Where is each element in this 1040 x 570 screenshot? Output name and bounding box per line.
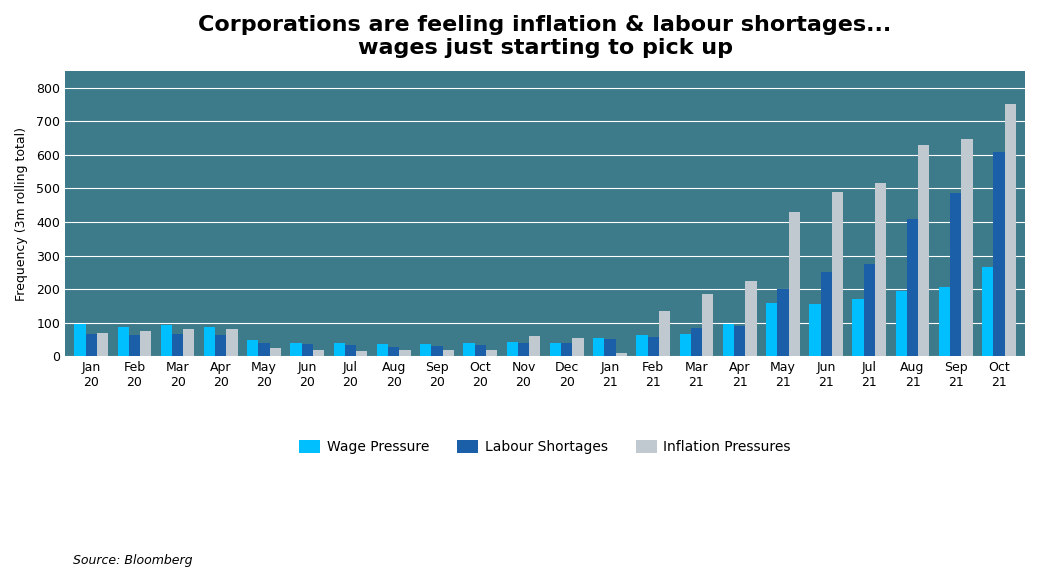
Bar (895, 291, 907, 356)
Bar (875, 184, 886, 356)
Bar (604, 339, 616, 356)
Bar (376, 344, 388, 356)
Bar (334, 344, 345, 356)
Bar (734, 326, 746, 356)
Bar (129, 335, 140, 356)
Bar (746, 280, 756, 356)
Bar (85, 335, 97, 356)
Bar (529, 336, 541, 356)
Bar (821, 272, 832, 356)
Bar (161, 325, 172, 356)
Bar (939, 287, 951, 356)
Bar (74, 324, 85, 356)
Bar (420, 344, 432, 356)
Bar (399, 350, 411, 356)
Bar (562, 344, 572, 356)
Bar (506, 342, 518, 356)
Bar (388, 347, 399, 356)
Bar (777, 289, 788, 356)
Bar (248, 340, 259, 356)
Bar (474, 345, 486, 356)
Bar (443, 350, 453, 356)
Bar (766, 303, 777, 356)
Bar (593, 338, 604, 356)
Bar (356, 351, 367, 356)
Bar (832, 192, 843, 356)
Bar (993, 152, 1005, 356)
Bar (918, 145, 930, 356)
Bar (118, 327, 129, 356)
Title: Corporations are feeling inflation & labour shortages...
wages just starting to : Corporations are feeling inflation & lab… (199, 15, 891, 58)
Bar (788, 212, 800, 356)
Bar (572, 338, 583, 356)
Bar (951, 193, 961, 356)
Bar (982, 267, 993, 356)
Bar (345, 345, 356, 356)
Bar (140, 331, 151, 356)
Legend: Wage Pressure, Labour Shortages, Inflation Pressures: Wage Pressure, Labour Shortages, Inflati… (293, 434, 797, 459)
Bar (723, 324, 734, 356)
Bar (518, 344, 529, 356)
Bar (616, 353, 627, 356)
Bar (302, 344, 313, 356)
Bar (636, 335, 648, 356)
Bar (464, 344, 474, 356)
Bar (961, 139, 972, 356)
Bar (432, 346, 443, 356)
Bar (204, 327, 215, 356)
Bar (1005, 104, 1016, 356)
Bar (550, 343, 562, 356)
Bar (907, 218, 918, 356)
Bar (702, 294, 713, 356)
Bar (172, 335, 183, 356)
Bar (864, 264, 875, 356)
Text: Source: Bloomberg: Source: Bloomberg (73, 554, 192, 567)
Bar (691, 328, 702, 356)
Bar (648, 337, 658, 356)
Bar (809, 304, 821, 356)
Bar (290, 343, 302, 356)
Bar (259, 343, 269, 356)
Bar (658, 311, 670, 356)
Bar (215, 335, 227, 356)
Bar (97, 333, 108, 356)
Bar (679, 335, 691, 356)
Bar (269, 348, 281, 356)
Bar (183, 329, 194, 356)
Bar (227, 329, 238, 356)
Bar (853, 299, 864, 356)
Bar (313, 350, 324, 356)
Bar (486, 349, 497, 356)
Y-axis label: Frequency (3m rolling total): Frequency (3m rolling total) (15, 127, 28, 300)
